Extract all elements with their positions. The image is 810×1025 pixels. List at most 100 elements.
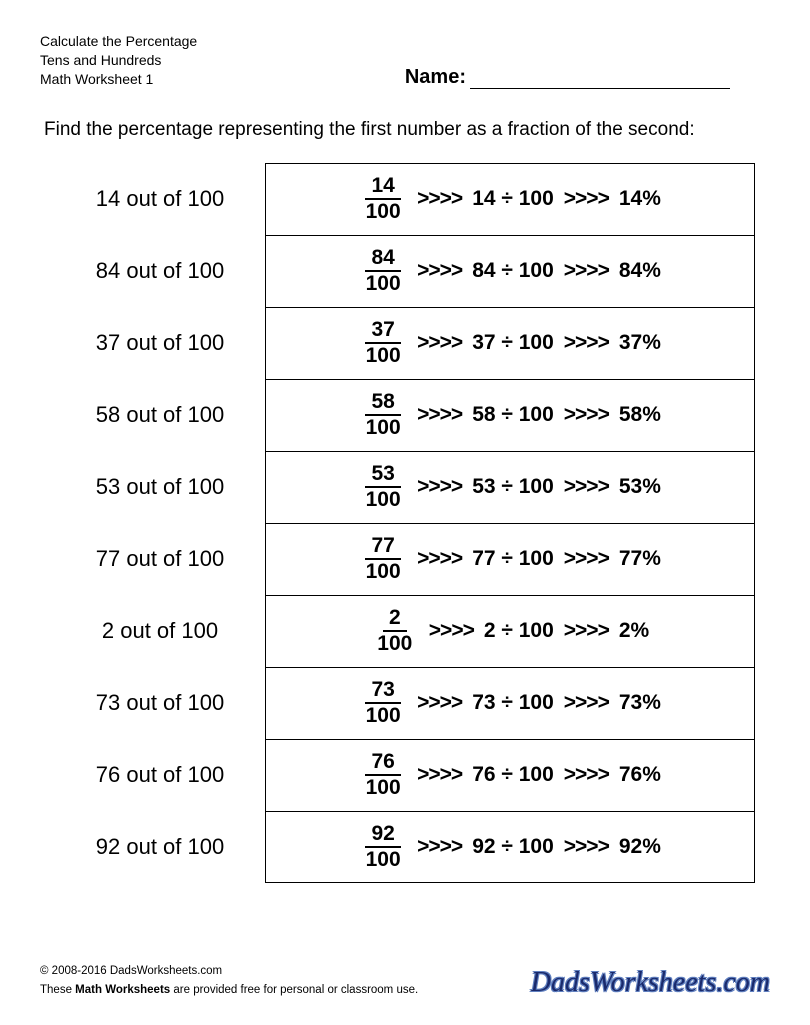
fraction: 58100: [359, 391, 407, 439]
division-expr: 37 ÷ 100: [472, 331, 554, 355]
fraction-denominator: 100: [360, 848, 407, 871]
problem-row: 53 out of 10053100>>>>53 ÷ 100>>>>53%: [55, 451, 755, 523]
problem-lhs: 14 out of 100: [55, 186, 265, 212]
fraction-numerator: 2: [383, 607, 407, 632]
arrows-icon: >>>>: [417, 475, 462, 499]
problem-lhs: 37 out of 100: [55, 330, 265, 356]
problem-row: 58 out of 10058100>>>>58 ÷ 100>>>>58%: [55, 379, 755, 451]
fraction: 37100: [359, 319, 407, 367]
arrows-icon: >>>>: [429, 619, 474, 643]
fraction-numerator: 92: [365, 823, 400, 848]
problem-row: 76 out of 100 76100 >>>> 76 ÷ 100 >>>> 76%: [55, 739, 755, 811]
fraction-numerator: 84: [365, 247, 400, 272]
fraction-numerator: 77: [365, 535, 400, 560]
fraction: 53100: [359, 463, 407, 511]
arrows-icon: >>>>: [417, 835, 462, 859]
fraction: 73100: [359, 679, 407, 727]
problem-rhs: 92100 >>>> 92 ÷ 100 >>>> 92%: [265, 811, 755, 883]
arrows-icon: >>>>: [564, 259, 609, 283]
problem-lhs: 58 out of 100: [55, 402, 265, 428]
fraction-denominator: 100: [360, 200, 407, 223]
problem-row: 37 out of 10037100>>>>37 ÷ 100>>>>37%: [55, 307, 755, 379]
problem-row: 2 out of 1002100>>>>2 ÷ 100>>>>2%: [55, 595, 755, 667]
fraction: 84100: [359, 247, 407, 295]
arrows-icon: >>>>: [564, 187, 609, 211]
arrows-icon: >>>>: [417, 691, 462, 715]
arrows-icon: >>>>: [564, 763, 609, 787]
fraction-denominator: 100: [360, 344, 407, 367]
arrows-icon: >>>>: [564, 331, 609, 355]
problem-lhs: 77 out of 100: [55, 546, 265, 572]
header-meta: Calculate the Percentage Tens and Hundre…: [40, 32, 197, 89]
fraction-denominator: 100: [360, 272, 407, 295]
problem-row: 14 out of 10014100>>>>14 ÷ 100>>>>14%: [55, 163, 755, 235]
percent-result: 92%: [619, 835, 661, 859]
fraction: 77100: [359, 535, 407, 583]
fraction-numerator: 37: [365, 319, 400, 344]
worksheet-footer: © 2008-2016 DadsWorksheets.com These Mat…: [40, 962, 770, 999]
division-expr: 58 ÷ 100: [472, 403, 554, 427]
header-line-1: Calculate the Percentage: [40, 32, 197, 51]
fraction-denominator: 100: [360, 416, 407, 439]
fraction-denominator: 100: [371, 632, 418, 655]
problem-rhs: 53100>>>>53 ÷ 100>>>>53%: [265, 451, 755, 523]
problem-rhs: 77100>>>>77 ÷ 100>>>>77%: [265, 523, 755, 595]
percent-result: 76%: [619, 763, 661, 787]
fraction-denominator: 100: [360, 560, 407, 583]
header-line-3: Math Worksheet 1: [40, 70, 197, 89]
problem-lhs: 84 out of 100: [55, 258, 265, 284]
worksheet-header: Calculate the Percentage Tens and Hundre…: [40, 32, 770, 89]
problem-lhs: 2 out of 100: [55, 618, 265, 644]
division-expr: 73 ÷ 100: [472, 691, 554, 715]
problem-rhs: 73100>>>>73 ÷ 100>>>>73%: [265, 667, 755, 739]
arrows-icon: >>>>: [417, 547, 462, 571]
problem-rhs: 84100>>>>84 ÷ 100>>>>84%: [265, 235, 755, 307]
division-expr: 77 ÷ 100: [472, 547, 554, 571]
fraction-denominator: 100: [360, 704, 407, 727]
division-expr: 76 ÷ 100: [472, 763, 554, 787]
problem-lhs: 53 out of 100: [55, 474, 265, 500]
instruction-text: Find the percentage representing the fir…: [44, 119, 770, 141]
fraction-numerator: 73: [365, 679, 400, 704]
name-blank-line: [470, 67, 730, 89]
footer-copyright: © 2008-2016 DadsWorksheets.com: [40, 962, 418, 980]
problem-rhs: 58100>>>>58 ÷ 100>>>>58%: [265, 379, 755, 451]
arrows-icon: >>>>: [564, 835, 609, 859]
division-expr: 92 ÷ 100: [472, 835, 554, 859]
fraction-numerator: 14: [365, 175, 400, 200]
arrows-icon: >>>>: [417, 763, 462, 787]
fraction-denominator: 100: [360, 776, 407, 799]
problem-lhs: 73 out of 100: [55, 690, 265, 716]
fraction: 92100: [359, 823, 407, 871]
fraction-denominator: 100: [360, 488, 407, 511]
arrows-icon: >>>>: [564, 403, 609, 427]
percent-result: 58%: [619, 403, 661, 427]
name-field: Name:: [405, 66, 730, 89]
problem-row: 92 out of 10092100>>>>92 ÷ 100>>>>92%: [55, 811, 755, 883]
footer-usage: These Math Worksheets are provided free …: [40, 981, 418, 999]
fraction: 76100: [359, 751, 407, 799]
fraction-numerator: 58: [365, 391, 400, 416]
arrows-icon: >>>>: [417, 259, 462, 283]
header-line-2: Tens and Hundreds: [40, 51, 197, 70]
fraction-numerator: 53: [365, 463, 400, 488]
problems-table: 14 out of 10014100>>>>14 ÷ 100>>>>14%84 …: [55, 163, 755, 883]
fraction: 14100: [359, 175, 407, 223]
brand-logo: DadsWorksheets.com: [531, 967, 770, 999]
percent-result: 53%: [619, 475, 661, 499]
fraction: 2100: [371, 607, 419, 655]
footer-text: © 2008-2016 DadsWorksheets.com These Mat…: [40, 962, 418, 999]
arrows-icon: >>>>: [564, 475, 609, 499]
percent-result: 14%: [619, 187, 661, 211]
percent-result: 2%: [619, 619, 649, 643]
problem-rhs: 76100 >>>> 76 ÷ 100 >>>> 76%: [265, 739, 755, 811]
arrows-icon: >>>>: [564, 619, 609, 643]
problem-rhs: 14100>>>>14 ÷ 100>>>>14%: [265, 163, 755, 235]
problem-row: 73 out of 10073100>>>>73 ÷ 100>>>>73%: [55, 667, 755, 739]
problem-lhs: 76 out of 100: [55, 762, 265, 788]
problem-rhs: 37100>>>>37 ÷ 100>>>>37%: [265, 307, 755, 379]
problem-row: 84 out of 10084100>>>>84 ÷ 100>>>>84%: [55, 235, 755, 307]
problem-row: 77 out of 10077100>>>>77 ÷ 100>>>>77%: [55, 523, 755, 595]
problem-rhs: 2100>>>>2 ÷ 100>>>>2%: [265, 595, 755, 667]
arrows-icon: >>>>: [417, 187, 462, 211]
